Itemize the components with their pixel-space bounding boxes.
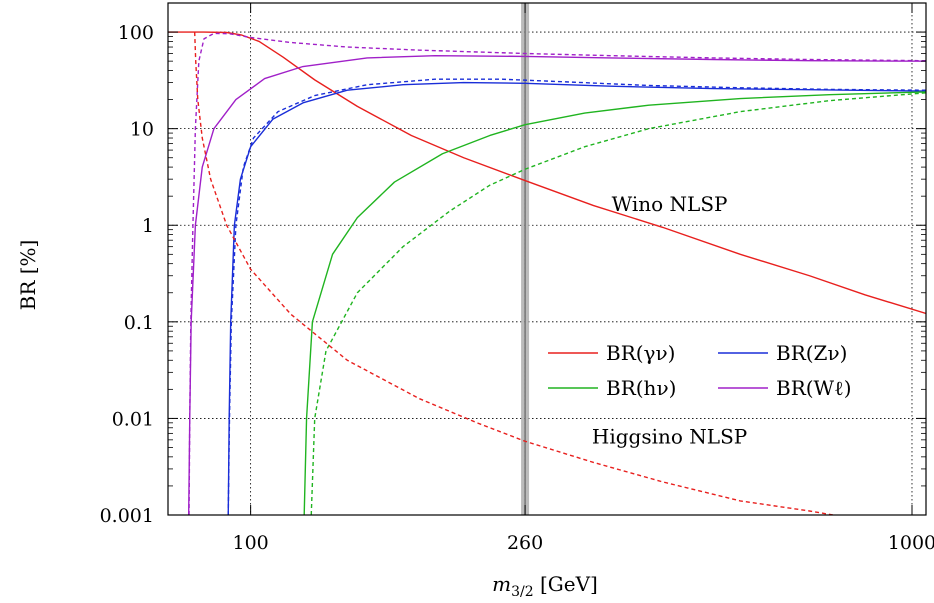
x-axis-label-subscript: 3/2 bbox=[511, 584, 534, 600]
legend-label: BR(Zν) bbox=[776, 341, 847, 365]
series-line-br-higgsino bbox=[193, 32, 834, 515]
y-tick-label: 1 bbox=[142, 215, 154, 237]
series-line-brh-higgsino bbox=[310, 92, 926, 515]
y-tick-label: 0.001 bbox=[100, 505, 154, 527]
vertical-band bbox=[521, 3, 530, 515]
annotation-higgsino: Higgsino NLSP bbox=[592, 424, 747, 448]
plot-frame bbox=[167, 2, 927, 516]
x-axis-label: m3/2 [GeV] bbox=[492, 572, 598, 600]
annotations: Wino NLSP Higgsino NLSP bbox=[592, 192, 747, 448]
y-axis-label: BR [%] bbox=[16, 240, 40, 311]
x-tick-label: 100 bbox=[232, 532, 268, 554]
y-tick-label: 0.01 bbox=[112, 408, 154, 430]
legend-label: BR(γν) bbox=[606, 341, 675, 365]
legend: BR(γν) BR(Zν) BR(hν) BR(Wℓ) bbox=[548, 341, 852, 400]
legend-label: BR(hν) bbox=[606, 376, 676, 400]
legend-label: BR(Wℓ) bbox=[776, 376, 852, 400]
series-line-brh-wino bbox=[303, 91, 926, 515]
series-lines bbox=[168, 31, 926, 515]
plot-border bbox=[167, 2, 927, 516]
annotation-wino: Wino NLSP bbox=[612, 192, 728, 216]
series-line-br-wino bbox=[168, 31, 926, 315]
series-line-brz-higgsino bbox=[227, 78, 926, 515]
y-tick-label: 100 bbox=[118, 22, 154, 44]
series-line-brz-wino bbox=[227, 81, 926, 515]
x-axis-label-symbol: m bbox=[492, 572, 511, 596]
series-line-brw-wino bbox=[187, 54, 926, 515]
x-tick-label: 260 bbox=[507, 532, 543, 554]
series-line-brw-higgsino bbox=[188, 32, 926, 515]
x-tick-label: 1000 bbox=[888, 532, 934, 554]
y-tick-label: 10 bbox=[130, 119, 154, 141]
axis-ticks: 100 10 1 0.1 0.01 0.001 100 260 1000 bbox=[100, 3, 934, 554]
y-tick-label: 0.1 bbox=[124, 312, 154, 334]
x-axis-label-unit: [GeV] bbox=[534, 572, 598, 596]
